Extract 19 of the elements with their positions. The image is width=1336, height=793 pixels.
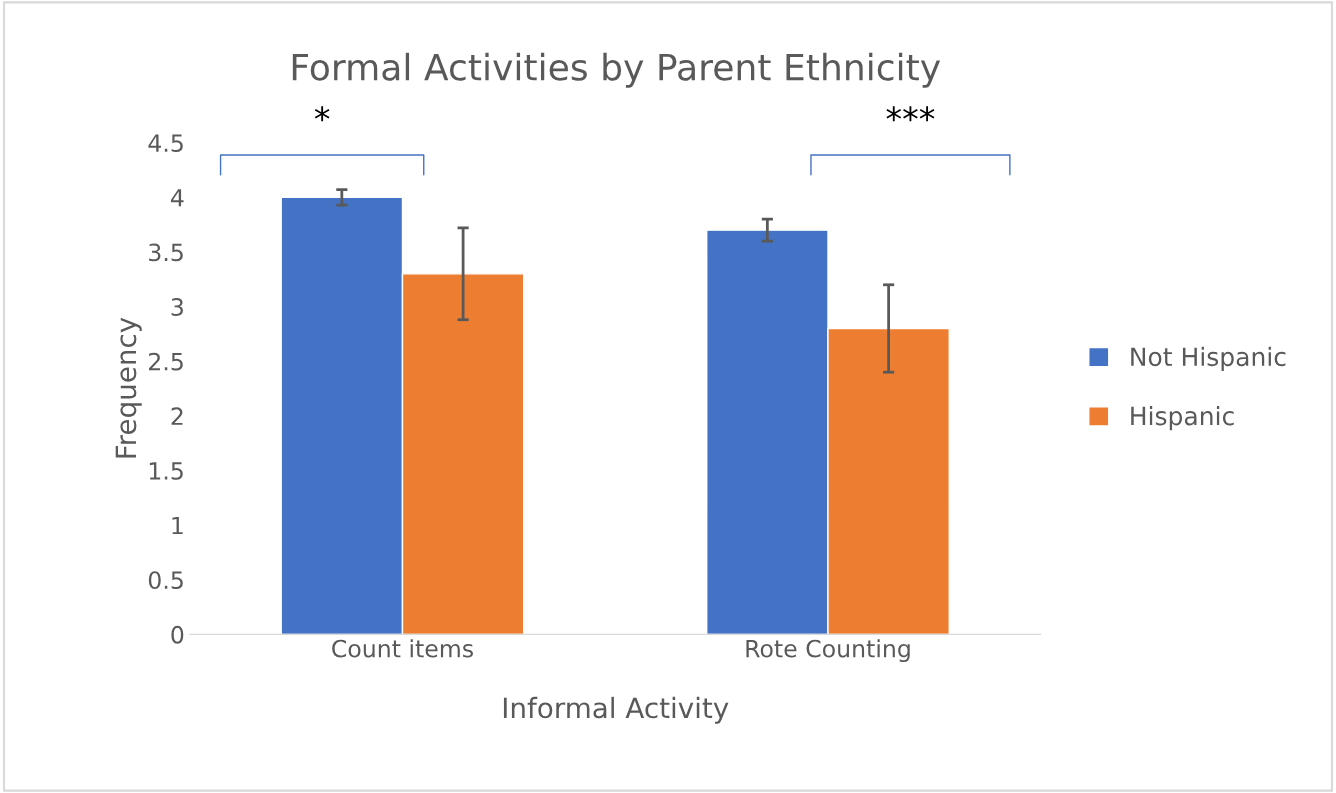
y-tick-label: 4.5 xyxy=(148,134,183,153)
text: *** xyxy=(886,106,935,122)
y-tick-label: 4 xyxy=(170,189,184,207)
legend-label: Hispanic xyxy=(1131,406,1234,431)
x-tick-label: Rote Counting xyxy=(746,639,910,663)
y-tick-label: 1.5 xyxy=(149,462,183,480)
y-tick-label: 0 xyxy=(171,625,184,644)
y-tick-label: 3.5 xyxy=(149,243,183,262)
y-axis-title: Frequency xyxy=(115,317,142,458)
y-tick-label: 0.5 xyxy=(148,571,183,590)
legend-label: Not Hispanic xyxy=(1131,346,1286,372)
x-axis-title: Informal Activity xyxy=(503,696,729,724)
y-tick-label: 3 xyxy=(171,298,183,316)
y-tick-label: 2.5 xyxy=(149,352,183,371)
text: * xyxy=(314,106,330,122)
chart-title: Formal Activities by Parent Ethnicity xyxy=(292,52,941,88)
y-tick-label: 1 xyxy=(172,516,183,535)
y-tick-label: 2 xyxy=(171,407,183,425)
x-tick-label: Count items xyxy=(332,639,473,658)
